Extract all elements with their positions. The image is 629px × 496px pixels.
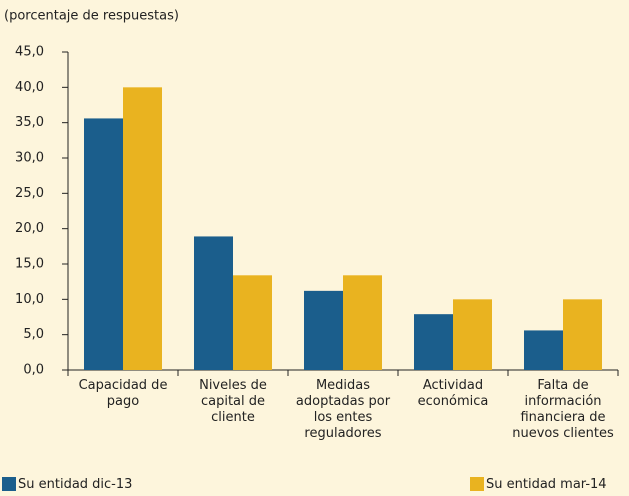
legend-label: Su entidad dic-13: [18, 477, 133, 492]
legend-label: Su entidad mar-14: [486, 477, 607, 492]
bar: [453, 299, 492, 370]
x-tick-label: Falta de información financiera de nuevo…: [512, 378, 614, 441]
y-tick-label: 10,0: [15, 292, 44, 307]
y-tick-label: 15,0: [15, 257, 44, 272]
chart-subtitle: (porcentaje de respuestas): [4, 9, 179, 24]
bar: [84, 118, 123, 370]
bar: [524, 330, 563, 370]
bar: [343, 275, 382, 370]
y-tick-label: 30,0: [15, 151, 44, 166]
bar: [194, 236, 233, 370]
x-tick-label: Medidas adoptadas por los entes regulado…: [295, 378, 391, 441]
bar: [123, 87, 162, 370]
y-tick-label: 5,0: [23, 327, 44, 342]
y-tick-label: 40,0: [15, 80, 44, 95]
y-tick-label: 0,0: [23, 363, 44, 378]
y-tick-label: 20,0: [15, 221, 44, 236]
bar: [563, 299, 602, 370]
x-tick-label: Niveles de capital de cliente: [199, 378, 267, 425]
bar: [233, 275, 272, 370]
y-tick-label: 35,0: [15, 115, 44, 130]
bar: [414, 314, 453, 370]
x-tick-label: Actividad económica: [417, 378, 489, 409]
y-tick-label: 25,0: [15, 186, 44, 201]
bar: [304, 290, 343, 370]
y-tick-label: 45,0: [15, 45, 44, 60]
legend-swatch: [2, 477, 16, 491]
x-tick-label: Capacidad de pago: [78, 378, 168, 409]
legend-swatch: [470, 477, 484, 491]
